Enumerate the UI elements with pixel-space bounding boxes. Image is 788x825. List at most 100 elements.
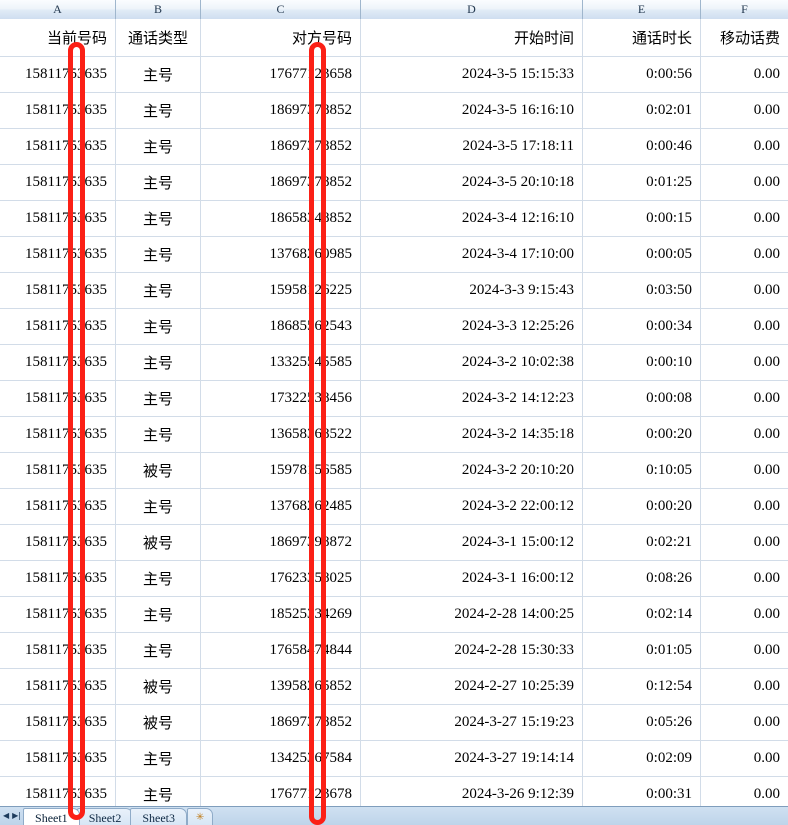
cell-mobile-fee[interactable]: 0.00 [753,354,780,370]
table-row[interactable]: 15811753635 主号 15958126225 2024-3-3 9:15:43… [0,273,788,309]
cell-mobile-fee[interactable]: 0.00 [753,246,780,262]
cell-peer-number[interactable]: 13425367584 [201,741,361,776]
cell-call-duration[interactable]: 0:00:20 [583,417,701,452]
cell-start-time[interactable]: 2024-2-28 14:00:25 [361,597,583,632]
cell-start-time[interactable]: 2024-3-5 16:16:10 [361,93,583,128]
cell-current-number[interactable]: 15811753635 [0,237,116,272]
cell-peer-number[interactable]: 18697378852 [201,165,361,200]
cell-current-number[interactable]: 15811753635 [0,453,116,488]
cell-peer-number[interactable]: 13768260985 [201,237,361,272]
cell-mobile-fee[interactable]: 0.00 [753,102,780,118]
cell-call-duration[interactable]: 0:12:54 [583,669,701,704]
table-row[interactable]: 15811753635 主号 17623358025 2024-3-1 16:00:1… [0,561,788,597]
cell-call-duration[interactable]: 0:00:31 [583,777,701,807]
table-row[interactable]: 15811753635 主号 13425367584 2024-3-27 19:14:… [0,741,788,777]
cell-start-time[interactable]: 2024-3-5 15:15:33 [361,57,583,92]
cell-call-duration[interactable]: 0:02:01 [583,93,701,128]
cell-mobile-fee[interactable]: 0.00 [753,462,780,478]
cell-current-number[interactable]: 15811753635 [0,489,116,524]
cell-call-type[interactable]: 主号 [116,129,201,164]
table-row[interactable]: 15811753635 主号 18658348852 2024-3-4 12:16:1… [0,201,788,237]
cell-start-time[interactable]: 2024-3-2 20:10:20 [361,453,583,488]
cell-call-duration[interactable]: 0:10:05 [583,453,701,488]
cell-call-duration[interactable]: 0:00:08 [583,381,701,416]
cell-call-type[interactable]: 主号 [116,237,201,272]
cell-start-time[interactable]: 2024-3-2 14:35:18 [361,417,583,452]
spreadsheet-grid[interactable]: 当前号码 通话类型 对方号码 开始时间 通话时长 移动话费 15811753635 主号 176… [0,19,788,807]
cell-peer-number[interactable]: 18697398872 [201,525,361,560]
column-header-e[interactable]: E [583,0,701,19]
cell-mobile-fee[interactable]: 0.00 [753,426,780,442]
cell-mobile-fee[interactable]: 0.00 [753,714,780,730]
cell-call-type[interactable]: 主号 [116,417,201,452]
cell-peer-number[interactable]: 13658368522 [201,417,361,452]
table-row[interactable]: 15811753635 主号 18697378852 2024-3-5 17:18:1… [0,129,788,165]
cell-mobile-fee[interactable]: 0.00 [753,138,780,154]
cell-current-number[interactable]: 15811753635 [0,633,116,668]
cell-call-type[interactable]: 主号 [116,597,201,632]
cell-start-time[interactable]: 2024-2-28 15:30:33 [361,633,583,668]
cell-call-type[interactable]: 被号 [116,705,201,740]
cell-current-number[interactable]: 15811753635 [0,561,116,596]
cell-peer-number[interactable]: 17623358025 [201,561,361,596]
table-row[interactable]: 15811753635 被号 18697378852 2024-3-27 15:19:… [0,705,788,741]
cell-call-type[interactable]: 主号 [116,741,201,776]
table-row[interactable]: 15811753635 主号 13658368522 2024-3-2 14:35:1… [0,417,788,453]
cell-call-type[interactable]: 主号 [116,777,201,807]
cell-current-number[interactable]: 15811753635 [0,741,116,776]
cell-call-duration[interactable]: 0:08:26 [583,561,701,596]
table-row[interactable]: 15811753635 主号 18685562543 2024-3-3 12:25:2… [0,309,788,345]
cell-peer-number[interactable]: 17677123678 [201,777,361,807]
cell-mobile-fee[interactable]: 0.00 [753,642,780,658]
table-row[interactable]: 15811753635 主号 13768260985 2024-3-4 17:10:0… [0,237,788,273]
cell-start-time[interactable]: 2024-3-3 9:15:43 [361,273,583,308]
table-row[interactable]: 15811753635 主号 17658474844 2024-2-28 15:30:… [0,633,788,669]
cell-current-number[interactable]: 15811753635 [0,57,116,92]
sheet-tab-sheet3[interactable]: Sheet3 [130,808,188,825]
cell-mobile-fee[interactable]: 0.00 [753,210,780,226]
cell-mobile-fee[interactable]: 0.00 [753,174,780,190]
cell-peer-number[interactable]: 17658474844 [201,633,361,668]
cell-current-number[interactable]: 15811753635 [0,309,116,344]
cell-start-time[interactable]: 2024-3-2 10:02:38 [361,345,583,380]
sheet-tab-sheet1[interactable]: Sheet1 [23,808,80,825]
cell-current-number[interactable]: 15811753635 [0,597,116,632]
cell-mobile-fee[interactable]: 0.00 [753,786,780,802]
cell-start-time[interactable]: 2024-3-26 9:12:39 [361,777,583,807]
cell-start-time[interactable]: 2024-3-27 19:14:14 [361,741,583,776]
table-row[interactable]: 15811753635 主号 18697378852 2024-3-5 16:16:1… [0,93,788,129]
cell-mobile-fee[interactable]: 0.00 [753,750,780,766]
cell-current-number[interactable]: 15811753635 [0,129,116,164]
cell-call-type[interactable]: 主号 [116,93,201,128]
cell-current-number[interactable]: 15811753635 [0,669,116,704]
cell-current-number[interactable]: 15811753635 [0,201,116,236]
column-header-c[interactable]: C [201,0,361,19]
prev-sheet-icon[interactable]: ◀ [3,810,10,820]
cell-call-duration[interactable]: 0:02:09 [583,741,701,776]
cell-peer-number[interactable]: 18658348852 [201,201,361,236]
cell-peer-number[interactable]: 13325545585 [201,345,361,380]
cell-mobile-fee[interactable]: 0.00 [753,282,780,298]
cell-call-type[interactable]: 主号 [116,165,201,200]
cell-current-number[interactable]: 15811753635 [0,165,116,200]
sheet-tab-sheet2[interactable]: Sheet2 [76,808,134,825]
cell-peer-number[interactable]: 13768262485 [201,489,361,524]
cell-call-duration[interactable]: 0:01:05 [583,633,701,668]
cell-call-type[interactable]: 主号 [116,489,201,524]
cell-call-type[interactable]: 主号 [116,381,201,416]
cell-call-type[interactable]: 主号 [116,273,201,308]
cell-call-type[interactable]: 主号 [116,345,201,380]
cell-mobile-fee[interactable]: 0.00 [753,66,780,82]
cell-call-duration[interactable]: 0:00:46 [583,129,701,164]
cell-call-type[interactable]: 主号 [116,57,201,92]
cell-call-type[interactable]: 主号 [116,633,201,668]
cell-call-type[interactable]: 被号 [116,525,201,560]
cell-call-type[interactable]: 主号 [116,561,201,596]
cell-call-duration[interactable]: 0:02:14 [583,597,701,632]
cell-start-time[interactable]: 2024-3-2 14:12:23 [361,381,583,416]
cell-call-duration[interactable]: 0:02:21 [583,525,701,560]
table-row[interactable]: 15811753635 被号 15978156585 2024-3-2 20:10:2… [0,453,788,489]
cell-call-type[interactable]: 主号 [116,201,201,236]
column-header-f[interactable]: F [701,0,788,19]
last-sheet-icon[interactable]: ▶| [12,810,22,820]
